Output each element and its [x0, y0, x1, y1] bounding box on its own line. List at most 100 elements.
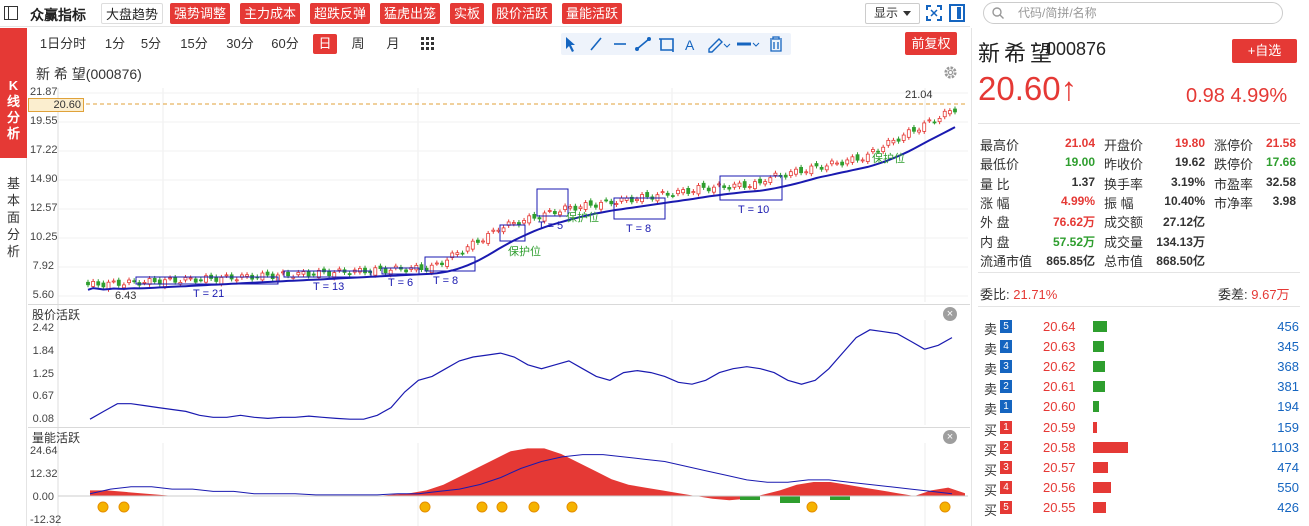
period-60min[interactable]: 60分 [271, 36, 299, 51]
candlestick [896, 136, 901, 144]
order-volume-bar [1093, 441, 1128, 453]
bid-row[interactable]: 买 2 20.58 1103 [984, 438, 1299, 458]
quote-field-label: 外 盘 [980, 215, 1010, 231]
period-5min[interactable]: 5分 [140, 36, 162, 51]
consolidation-box [536, 188, 569, 217]
candlestick [871, 146, 875, 155]
indicator-button-strong-adjust[interactable]: 强势调整 [170, 3, 231, 24]
candlestick [481, 238, 485, 244]
candlestick [732, 181, 737, 190]
period-month[interactable]: 月 [386, 36, 400, 51]
weicha: 委差: 9.67万 [1218, 284, 1290, 303]
candlestick [260, 270, 265, 283]
indicator-button-main-cost[interactable]: 主力成本 [240, 3, 301, 24]
order-price: 20.56 [1043, 479, 1076, 495]
bid-row[interactable]: 买 4 20.56 550 [984, 478, 1299, 498]
side-label: 买 [984, 462, 998, 478]
bid-row[interactable]: 买 1 20.59 159 [984, 418, 1299, 438]
rect-tool-icon[interactable] [659, 38, 674, 52]
ask-row[interactable]: 卖 2 20.61 381 [984, 377, 1299, 397]
gear-icon[interactable] [943, 65, 958, 80]
candlestick [696, 182, 701, 197]
price-axis-tick: 12.57 [30, 202, 58, 214]
search-icon [992, 7, 1004, 19]
candlestick [573, 203, 578, 213]
order-volume-bar [1093, 501, 1106, 513]
level-badge: 1 [1000, 420, 1012, 434]
ask-row[interactable]: 卖 1 20.60 194 [984, 397, 1299, 417]
box-period-label: T = 13 [313, 281, 344, 293]
candlestick [691, 189, 696, 196]
close-pane-icon[interactable]: × [943, 307, 957, 321]
ask-row[interactable]: 卖 3 20.62 368 [984, 357, 1299, 377]
period-1min[interactable]: 1分 [104, 36, 126, 51]
indicator-button-price-active[interactable]: 股价活跃 [492, 3, 553, 24]
order-volume: 1103 [1271, 439, 1299, 455]
active-axis-tick: 0.08 [32, 413, 54, 425]
side-label: 卖 [984, 402, 998, 418]
indicator-button-tiger[interactable]: 猛虎出笼 [380, 3, 441, 24]
candlestick [532, 211, 537, 221]
indicator-button-volume-active[interactable]: 量能活跃 [562, 3, 623, 24]
adjust-price-button[interactable]: 前复权 [905, 32, 957, 55]
tab-fundamental-analysis[interactable]: 基本面分析 [0, 175, 27, 260]
candlestick [240, 272, 244, 280]
tab-kline-analysis[interactable]: K线分析 [0, 28, 27, 158]
fullscreen-icon[interactable] [926, 5, 942, 21]
indicator-button-solid-board[interactable]: 实板 [450, 3, 485, 24]
indicator-button-market-trend[interactable]: 大盘趋势 [101, 3, 164, 24]
line-style-icon[interactable] [737, 42, 760, 47]
panel-toggle-icon[interactable] [949, 4, 965, 22]
low-price-marker: 6.43 [115, 290, 137, 302]
candlestick [193, 276, 198, 285]
candlestick [542, 210, 547, 224]
kline-chart[interactable]: T = 21 T = 13 T = 6 T = 8 T = 5 T = 8 T = 10 保护… [0, 0, 970, 526]
period-30min[interactable]: 30分 [226, 36, 254, 51]
level-badge: 3 [1000, 360, 1012, 374]
order-volume: 456 [1277, 319, 1299, 334]
ask-row[interactable]: 卖 4 20.63 345 [984, 337, 1299, 357]
price-active-pane [89, 329, 953, 420]
period-week[interactable]: 周 [351, 36, 365, 51]
pen-tool-icon[interactable] [708, 38, 731, 53]
candlestick [404, 267, 408, 275]
search-box[interactable] [983, 2, 1283, 24]
bid-row[interactable]: 买 5 20.55 426 [984, 498, 1299, 518]
candlestick [214, 274, 219, 284]
menu-icon[interactable] [4, 6, 18, 20]
indicator-button-oversold-rebound[interactable]: 超跌反弹 [310, 3, 371, 24]
candlestick [599, 199, 603, 212]
signal-sun-icon [496, 501, 508, 513]
candlestick [506, 219, 511, 228]
bid-row[interactable]: 买 3 20.57 474 [984, 458, 1299, 478]
close-pane-icon[interactable]: × [943, 430, 957, 444]
display-dropdown[interactable]: 显示 [865, 3, 920, 24]
period-15min[interactable]: 15分 [180, 36, 208, 51]
grid-menu-icon[interactable] [421, 37, 435, 51]
segment-tool-icon[interactable] [635, 37, 651, 51]
line-tool-icon[interactable] [590, 37, 602, 51]
delete-tool-icon[interactable] [770, 36, 782, 52]
quote-field-label: 内 盘 [980, 234, 1010, 250]
period-intraday[interactable]: 1日分时 [39, 36, 87, 51]
candlestick [619, 195, 624, 204]
volume-axis-tick: 24.64 [30, 445, 58, 457]
candlestick [660, 189, 665, 195]
text-tool-icon[interactable]: A [685, 37, 695, 53]
level-badge: 3 [1000, 460, 1012, 474]
order-price: 20.60 [1043, 399, 1076, 415]
svg-text:A: A [685, 37, 695, 53]
side-label: 买 [984, 442, 998, 458]
cursor-icon[interactable] [566, 37, 575, 52]
ask-row[interactable]: 卖 5 20.64 456 [984, 317, 1299, 337]
period-day[interactable]: 日 [313, 34, 337, 54]
candlestick [773, 170, 778, 178]
candlestick [440, 260, 444, 268]
weibi: 委比: 21.71% [980, 284, 1057, 303]
candlestick [676, 187, 680, 197]
add-watchlist-button[interactable]: +自选 [1232, 39, 1297, 63]
candlestick [547, 208, 552, 214]
candlestick [501, 225, 506, 235]
candlestick [419, 262, 424, 273]
search-input[interactable] [1018, 5, 1268, 21]
